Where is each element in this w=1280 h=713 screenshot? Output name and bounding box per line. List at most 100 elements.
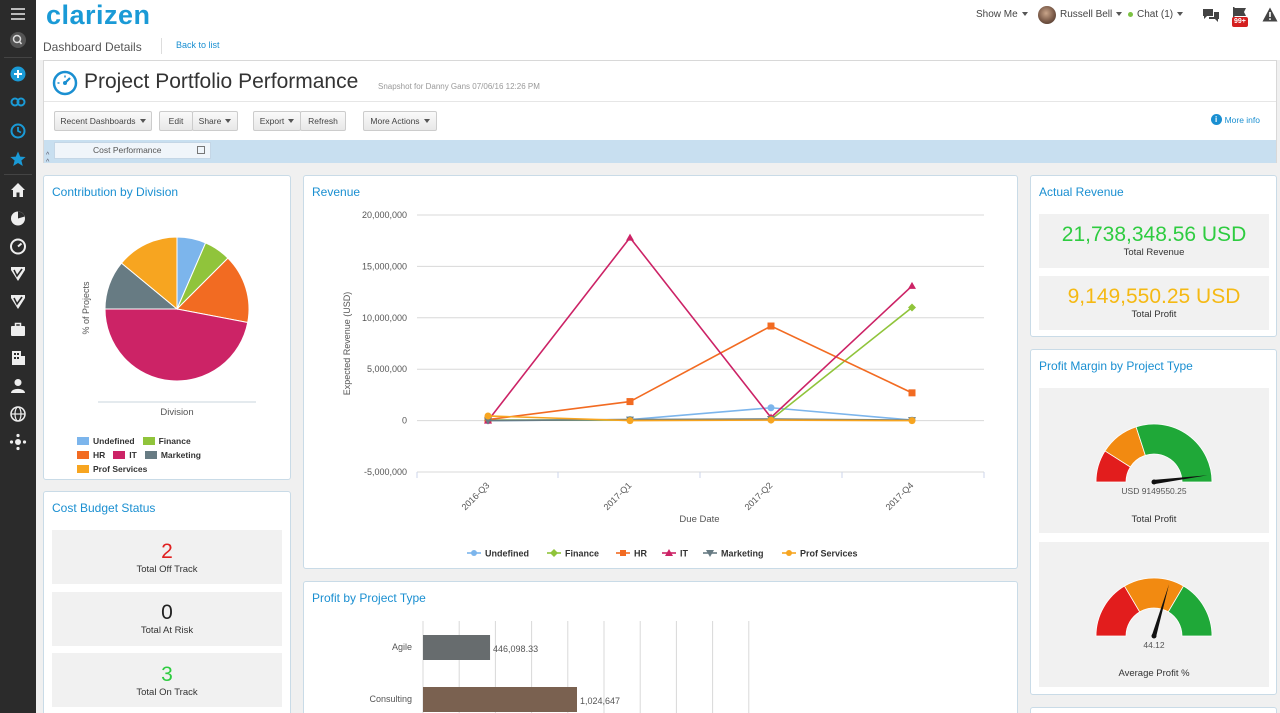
more-info-link[interactable]: i More info: [1210, 114, 1260, 125]
gauge-band: [1135, 423, 1213, 483]
data-point: [908, 417, 916, 425]
legend-marker: [706, 550, 714, 557]
discussions-icon[interactable]: [1202, 7, 1220, 23]
avatar[interactable]: [1038, 6, 1056, 24]
projects-briefcase-icon[interactable]: [0, 316, 36, 344]
clarizen-logo[interactable]: clarizen: [46, 0, 151, 30]
x-axis-label: Due Date: [679, 514, 719, 525]
legend-item[interactable]: IT: [113, 450, 137, 460]
category-label: Agile: [392, 642, 412, 652]
globe-icon[interactable]: [0, 400, 36, 428]
legend-label: Undefined: [485, 549, 529, 559]
on-track-metric[interactable]: 3 Total On Track: [52, 653, 282, 707]
snapshot-timestamp: Snapshot for Danny Gans 07/06/16 12:26 P…: [378, 82, 540, 91]
metric-label: Total Revenue: [1123, 247, 1185, 258]
alert-warning-icon[interactable]: [1262, 7, 1278, 22]
refresh-button[interactable]: Refresh: [300, 111, 346, 131]
chat-menu[interactable]: Chat (1): [1128, 9, 1184, 20]
metric-value: 0: [161, 601, 173, 624]
data-point: [908, 303, 916, 312]
total-revenue-metric[interactable]: 21,738,348.56 USD Total Revenue: [1039, 214, 1269, 268]
revenue-line-chart: 20,000,000 15,000,000 10,000,000 5,000,000 0…: [342, 210, 985, 559]
gauge-needle: [1151, 584, 1170, 637]
more-actions-button[interactable]: More Actions: [363, 111, 437, 131]
chevron-down-icon: [225, 119, 232, 123]
total-profit-metric[interactable]: 9,149,550.25 USD Total Profit: [1039, 276, 1269, 330]
programs-icon[interactable]: [0, 288, 36, 316]
user-name: Russell Bell: [1060, 9, 1113, 20]
legend-item[interactable]: Marketing: [144, 450, 201, 460]
pie-y-axis-label: % of Projects: [81, 281, 91, 335]
legend-label: Prof Services: [93, 464, 148, 474]
data-point: [767, 322, 775, 330]
export-button[interactable]: Export: [253, 111, 301, 131]
user-icon[interactable]: [0, 372, 36, 400]
contribution-by-division-widget: Contribution by Division % of Projects D…: [43, 175, 291, 480]
metric-value: 2: [161, 540, 173, 563]
series-line-hr: [487, 325, 913, 421]
revenue-widget: Revenue 20,000,000 15,000,000 10,000,000 5,…: [303, 175, 1018, 569]
x-tick-label: 2016-Q3: [460, 480, 492, 512]
average-profit-gauge-panel: 44.12 Average Profit %: [1039, 542, 1269, 687]
pie-chart-icon[interactable]: [0, 204, 36, 232]
off-track-metric[interactable]: 2 Total Off Track: [52, 530, 282, 584]
y-tick-label: 0: [402, 416, 407, 426]
category-label: Consulting: [369, 694, 412, 704]
notifications-flag-icon[interactable]: 99+: [1232, 6, 1252, 28]
series-line-it: [487, 236, 913, 422]
legend-marker: [550, 549, 558, 557]
edit-button[interactable]: Edit: [159, 111, 193, 131]
links-icon[interactable]: [0, 88, 36, 116]
legend-swatch: [77, 465, 89, 473]
metric-label: Total At Risk: [140, 625, 194, 636]
at-risk-metric[interactable]: 0 Total At Risk: [52, 592, 282, 646]
collapse-arrows-icon[interactable]: ^ ^: [46, 152, 50, 166]
x-tick-label: 2017-Q4: [884, 480, 916, 512]
portfolio-icon[interactable]: [0, 260, 36, 288]
favorites-star-icon[interactable]: [0, 145, 36, 173]
pie-slice-hr: [175, 257, 250, 324]
share-button[interactable]: Share: [192, 111, 238, 131]
widget-title: Contribution by Division: [52, 185, 179, 199]
recent-dashboards-button[interactable]: Recent Dashboards: [54, 111, 152, 131]
data-label: 1,024,647: [580, 696, 620, 706]
search-icon[interactable]: [0, 26, 36, 54]
back-to-list-link[interactable]: Back to list: [176, 40, 220, 50]
chevron-down-icon: [1021, 12, 1028, 17]
home-icon[interactable]: [0, 176, 36, 204]
widget-title: Cost Budget Status: [52, 501, 156, 515]
widget-title: Profit Margin by Project Type: [1039, 359, 1193, 373]
maximize-icon[interactable]: [197, 146, 205, 154]
settings-network-icon[interactable]: [0, 428, 36, 456]
metric-value: 21,738,348.56 USD: [1061, 223, 1247, 246]
legend-item[interactable]: Undefined: [77, 436, 135, 446]
legend-item[interactable]: HR: [77, 450, 105, 460]
profit-margin-widget: Profit Margin by Project Type USD 914955…: [1030, 349, 1277, 695]
pie-slice-it: [104, 308, 249, 382]
legend-item[interactable]: Finance: [142, 436, 191, 446]
legend-swatch: [77, 451, 89, 459]
bar-agile: [423, 635, 491, 660]
legend-item[interactable]: Prof Services: [77, 464, 147, 474]
chevron-down-icon: [1177, 12, 1184, 17]
legend-label: Undefined: [93, 436, 135, 446]
average-profit-gauge: [1095, 577, 1213, 639]
data-point: [908, 389, 916, 397]
organization-building-icon[interactable]: [0, 344, 36, 372]
gauge-pivot: [1151, 633, 1157, 639]
history-icon[interactable]: [0, 117, 36, 145]
widget-title: Profit by Project Type: [312, 591, 426, 605]
show-me-menu[interactable]: Show Me: [976, 9, 1028, 20]
legend-label: HR: [93, 450, 106, 460]
add-new-icon[interactable]: [0, 60, 36, 88]
user-menu[interactable]: Russell Bell: [1060, 9, 1123, 20]
hamburger-menu-icon[interactable]: [0, 0, 36, 28]
dashboard-gauge-icon[interactable]: [0, 232, 36, 260]
notification-count-badge: 99+: [1232, 17, 1248, 27]
pie-chart: % of Projects Division: [81, 236, 256, 418]
edit-label: Edit: [168, 116, 184, 126]
tab-cost-performance[interactable]: Cost Performance: [54, 142, 211, 159]
chevron-down-icon: [423, 119, 430, 123]
more-info-label: More info: [1224, 114, 1260, 125]
legend-marker: [620, 550, 626, 556]
